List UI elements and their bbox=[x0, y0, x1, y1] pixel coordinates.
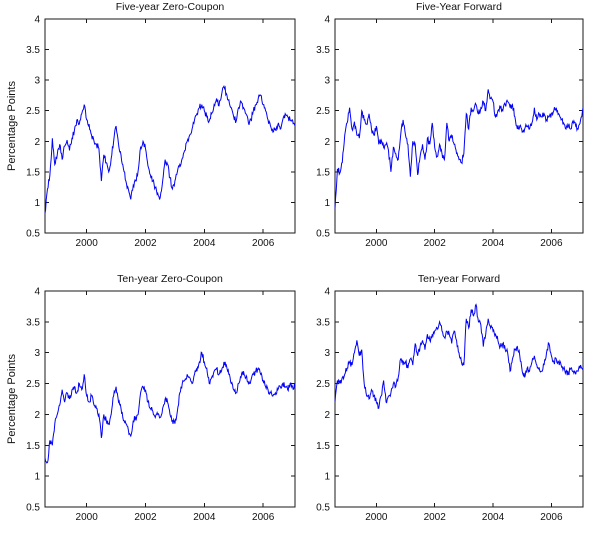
y-tick-label: 1.5 bbox=[316, 441, 330, 452]
y-tick-label: 1.5 bbox=[316, 167, 330, 178]
y-tick-label: 4 bbox=[324, 15, 330, 26]
axis-box bbox=[334, 290, 584, 508]
x-tick-label: 2006 bbox=[252, 512, 275, 523]
series-line bbox=[44, 84, 296, 214]
x-tick-label: 2002 bbox=[424, 512, 447, 523]
x-tick-label: 2002 bbox=[134, 512, 157, 523]
series-line bbox=[334, 303, 584, 410]
y-tick-label: 1.5 bbox=[26, 441, 40, 452]
axis-box bbox=[44, 18, 296, 234]
x-tick-label: 2000 bbox=[365, 512, 388, 523]
series-line bbox=[44, 351, 296, 464]
series-line bbox=[334, 89, 584, 209]
y-tick-label: 3 bbox=[324, 348, 330, 359]
y-tick-label: 1 bbox=[324, 472, 330, 483]
y-tick-label: 2 bbox=[324, 410, 330, 421]
y-tick-label: 2 bbox=[324, 137, 330, 148]
axis-box bbox=[334, 18, 584, 234]
axis-box bbox=[44, 290, 296, 508]
plot-area: 0.5 1 1.5 2 2.5 3 3.5 4 2000 2002 2004 2006 bbox=[316, 287, 584, 523]
y-tick-label: 4 bbox=[34, 287, 40, 298]
y-axis-label: Percentage Points bbox=[6, 354, 18, 444]
x-tick-label: 2004 bbox=[193, 512, 216, 523]
y-tick-label: 0.5 bbox=[316, 503, 330, 514]
y-tick-label: 1.5 bbox=[26, 167, 40, 178]
y-tick-label: 1 bbox=[34, 198, 40, 209]
chart-title: Ten-year Forward bbox=[417, 273, 501, 285]
y-tick-label: 2.5 bbox=[26, 379, 40, 390]
y-axis-label: Percentage Points bbox=[6, 81, 18, 171]
chart-title: Ten-year Zero-Coupon bbox=[117, 273, 223, 285]
y-tick-label: 0.5 bbox=[316, 229, 330, 240]
y-tick-label: 3.5 bbox=[26, 45, 40, 56]
y-tick-label: 0.5 bbox=[26, 229, 40, 240]
y-tick-label: 0.5 bbox=[26, 503, 40, 514]
x-tick-label: 2000 bbox=[365, 238, 388, 249]
y-tick-label: 3.5 bbox=[316, 317, 330, 328]
y-tick-label: 2.5 bbox=[26, 106, 40, 117]
x-tick-label: 2006 bbox=[252, 238, 275, 249]
y-tick-label: 2 bbox=[34, 410, 40, 421]
x-tick-label: 2006 bbox=[540, 238, 563, 249]
y-tick-label: 4 bbox=[34, 15, 40, 26]
y-tick-label: 2.5 bbox=[316, 106, 330, 117]
y-tick-label: 2 bbox=[34, 137, 40, 148]
chart-title: Five-year Zero-Coupon bbox=[115, 1, 225, 13]
chart-title: Five-Year Forward bbox=[416, 1, 502, 13]
x-tick-label: 2004 bbox=[482, 512, 505, 523]
y-tick-label: 3 bbox=[34, 348, 40, 359]
y-tick-label: 1 bbox=[34, 472, 40, 483]
plot-area: 0.5 1 1.5 2 2.5 3 3.5 4 2000 2002 2004 2006 bbox=[26, 287, 296, 523]
y-tick-label: 3.5 bbox=[26, 317, 40, 328]
chart-ten-year-forward: 0.5 1 1.5 2 2.5 3 3.5 4 2000 2002 2004 2006 Ten-yea… bbox=[300, 271, 600, 542]
chart-ten-year-zero-coupon: 0.5 1 1.5 2 2.5 3 3.5 4 2000 2002 2004 2006 Ten-yea… bbox=[0, 271, 300, 542]
y-tick-label: 2.5 bbox=[316, 379, 330, 390]
y-tick-label: 4 bbox=[324, 287, 330, 298]
x-tick-label: 2000 bbox=[76, 238, 99, 249]
y-tick-label: 3 bbox=[324, 76, 330, 87]
x-tick-label: 2006 bbox=[540, 512, 563, 523]
y-tick-label: 3.5 bbox=[316, 45, 330, 56]
plot-area: 0.5 1 1.5 2 2.5 3 3.5 4 2000 2002 2004 2006 bbox=[26, 15, 296, 249]
x-tick-label: 2002 bbox=[134, 238, 157, 249]
x-tick-label: 2002 bbox=[424, 238, 447, 249]
y-tick-label: 1 bbox=[324, 198, 330, 209]
chart-five-year-forward: 0.5 1 1.5 2 2.5 3 3.5 4 2000 2002 2004 2006 Five-Ye… bbox=[300, 0, 600, 271]
x-tick-label: 2004 bbox=[193, 238, 216, 249]
x-tick-label: 2004 bbox=[482, 238, 505, 249]
x-tick-label: 2000 bbox=[76, 512, 99, 523]
chart-five-year-zero-coupon: 0.5 1 1.5 2 2.5 3 3.5 4 2000 2002 2004 2006 Five-ye… bbox=[0, 0, 300, 271]
plot-area: 0.5 1 1.5 2 2.5 3 3.5 4 2000 2002 2004 2006 bbox=[316, 15, 584, 249]
y-tick-label: 3 bbox=[34, 76, 40, 87]
